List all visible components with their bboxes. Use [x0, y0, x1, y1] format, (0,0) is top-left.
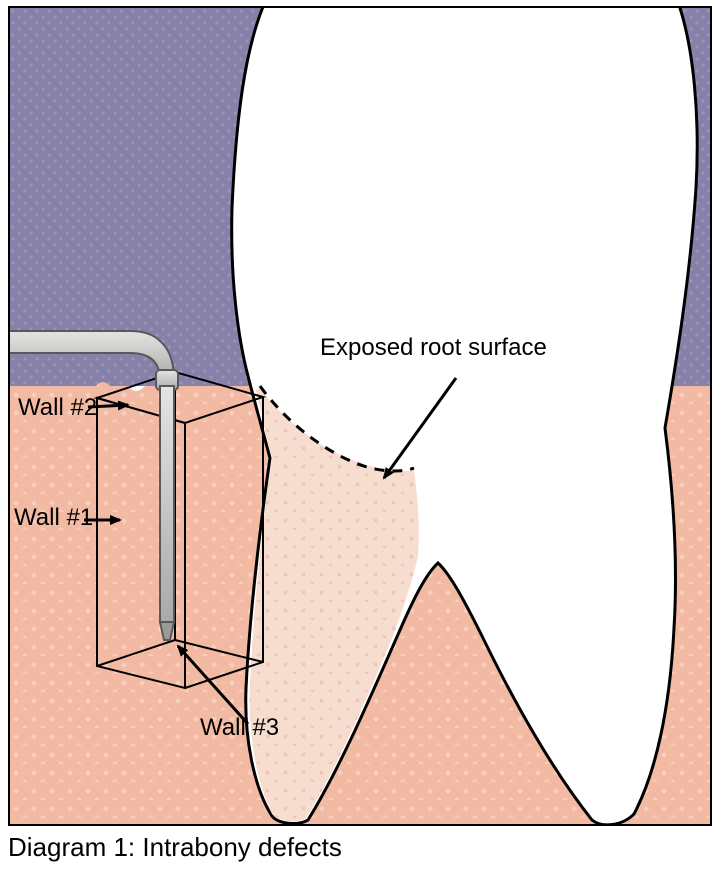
diagram-svg — [10, 8, 710, 824]
label-wall1: Wall #1 — [14, 504, 93, 532]
label-exposed-root: Exposed root surface — [320, 334, 547, 362]
container: Exposed root surface Wall #2 Wall #1 Wal… — [0, 0, 720, 882]
label-wall2: Wall #2 — [18, 394, 97, 422]
label-wall3: Wall #3 — [200, 714, 279, 742]
figure-caption: Diagram 1: Intrabony defects — [8, 832, 342, 863]
figure-frame: Exposed root surface Wall #2 Wall #1 Wal… — [8, 6, 712, 826]
